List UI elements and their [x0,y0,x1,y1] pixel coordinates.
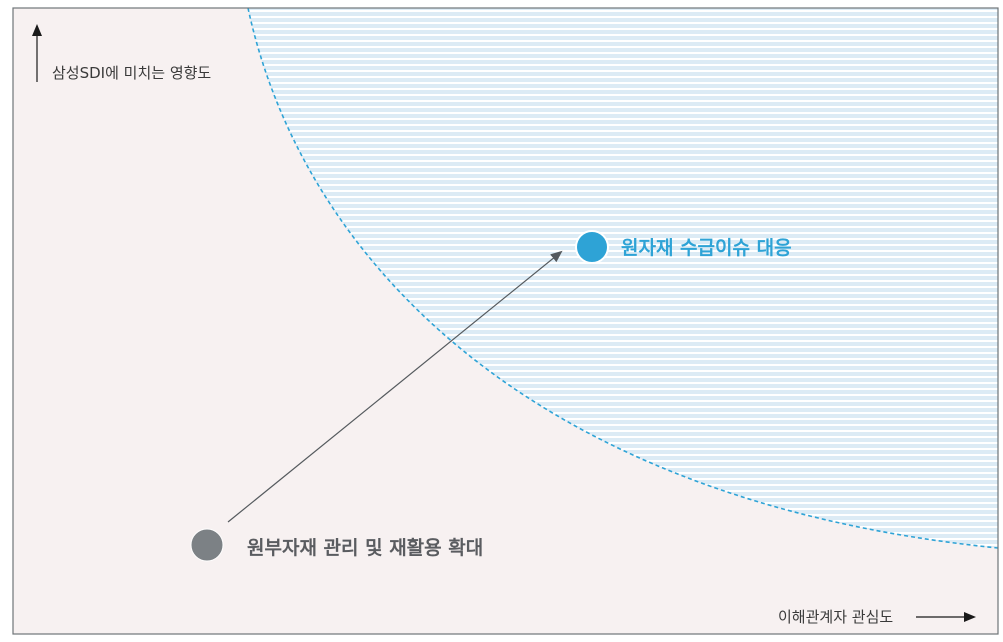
target-item-dot [575,230,609,264]
x-axis-label: 이해관계자 관심도 [778,608,894,626]
y-axis-label: 삼성SDI에 미치는 영향도 [52,64,212,82]
current-item-dot [190,528,224,562]
current-item-label: 원부자재 관리 및 재활용 확대 [247,537,484,559]
diagram-frame [12,7,999,635]
high-priority-boundary [247,8,998,549]
target-item-label: 원자재 수급이슈 대응 [621,237,792,259]
transition-arrow [227,250,563,523]
high-priority-zone [248,8,998,548]
